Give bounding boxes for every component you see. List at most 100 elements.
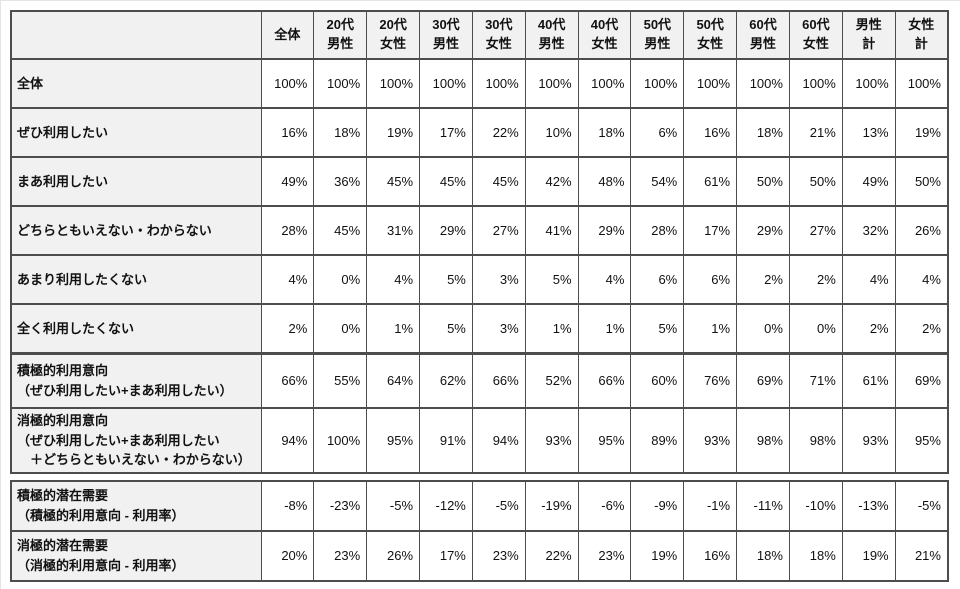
column-header: 男性 計: [841, 10, 896, 60]
table-row: 消極的利用意向 （ぜひ利用したい+まあ利用したい ＋どちらともいえない・わからな…: [10, 407, 949, 474]
value-cell: 1%: [366, 303, 421, 354]
value-cell: 50%: [736, 156, 790, 207]
value-cell: 5%: [524, 254, 579, 305]
value-cell: 100%: [471, 58, 526, 109]
value-cell: 6%: [683, 254, 738, 305]
value-cell: 26%: [894, 205, 949, 256]
value-cell: 17%: [419, 529, 473, 582]
value-cell: 23%: [313, 529, 368, 582]
table-body: 全体 100% 100% 100% 100% 100% 100% 100% 100% 100% 10…: [10, 58, 949, 474]
value-cell: -5%: [894, 479, 949, 532]
row-header: 積極的利用意向 （ぜひ利用したい+まあ利用したい）: [10, 351, 262, 409]
value-cell: 17%: [683, 205, 738, 256]
value-cell: -5%: [366, 479, 421, 532]
table-row: どちらともいえない・わからない 28% 45% 31% 29% 27% 41% 29% 28% 1…: [10, 205, 949, 256]
value-cell: 0%: [313, 254, 368, 305]
value-cell: 52%: [524, 351, 579, 409]
value-cell: 55%: [313, 351, 368, 409]
column-header: 40代 女性: [577, 10, 632, 60]
value-cell: 61%: [841, 351, 896, 409]
value-cell: 18%: [736, 107, 790, 158]
value-cell: 94%: [260, 407, 315, 474]
value-cell: 4%: [577, 254, 632, 305]
value-cell: 28%: [260, 205, 315, 256]
column-header: 50代 女性: [683, 10, 738, 60]
value-cell: -9%: [630, 479, 685, 532]
usage-intention-table: 全体 20代 男性 20代 女性 30代 男性 30代 女性 40代 男性 40代 女性 50…: [10, 10, 949, 474]
value-cell: 31%: [366, 205, 421, 256]
value-cell: 36%: [313, 156, 368, 207]
value-cell: -8%: [260, 479, 315, 532]
value-cell: 18%: [788, 529, 843, 582]
value-cell: 23%: [577, 529, 632, 582]
table-row: 消極的潜在需要 （消極的利用意向 - 利用率） 20% 23% 26% 17% 23% 22…: [10, 529, 949, 582]
value-cell: 18%: [313, 107, 368, 158]
value-cell: 69%: [894, 351, 949, 409]
value-cell: 41%: [524, 205, 579, 256]
value-cell: 19%: [630, 529, 685, 582]
value-cell: 26%: [366, 529, 421, 582]
row-header: 全体: [10, 58, 262, 109]
value-cell: 6%: [630, 107, 685, 158]
value-cell: 2%: [841, 303, 896, 354]
value-cell: 29%: [419, 205, 473, 256]
value-cell: 100%: [894, 58, 949, 109]
value-cell: 100%: [313, 58, 368, 109]
column-header: 60代 女性: [788, 10, 843, 60]
value-cell: 100%: [260, 58, 315, 109]
value-cell: 100%: [313, 407, 368, 474]
value-cell: 1%: [577, 303, 632, 354]
value-cell: 27%: [471, 205, 526, 256]
value-cell: 95%: [894, 407, 949, 474]
value-cell: 1%: [524, 303, 579, 354]
value-cell: -23%: [313, 479, 368, 532]
value-cell: 50%: [894, 156, 949, 207]
value-cell: 16%: [683, 107, 738, 158]
value-cell: 2%: [788, 254, 843, 305]
column-header: 20代 男性: [313, 10, 368, 60]
value-cell: -1%: [683, 479, 738, 532]
table-row: 全く利用したくない 2% 0% 1% 5% 3% 1% 1% 5% 1% 0% 0% 2% 2%: [10, 303, 949, 354]
row-header: 消極的潜在需要 （消極的利用意向 - 利用率）: [10, 529, 262, 582]
value-cell: 69%: [736, 351, 790, 409]
value-cell: 3%: [471, 254, 526, 305]
value-cell: 93%: [524, 407, 579, 474]
table-row: 全体 100% 100% 100% 100% 100% 100% 100% 100% 100% 10…: [10, 58, 949, 109]
value-cell: 45%: [471, 156, 526, 207]
value-cell: 2%: [736, 254, 790, 305]
value-cell: 18%: [736, 529, 790, 582]
value-cell: 49%: [260, 156, 315, 207]
table-header: 全体 20代 男性 20代 女性 30代 男性 30代 女性 40代 男性 40代 女性 50…: [10, 10, 949, 60]
value-cell: 32%: [841, 205, 896, 256]
value-cell: 95%: [366, 407, 421, 474]
table-body: 積極的潜在需要 （積極的利用意向 - 利用率） -8% -23% -5% -12% -5%…: [10, 479, 949, 582]
value-cell: 100%: [524, 58, 579, 109]
value-cell: 1%: [683, 303, 738, 354]
value-cell: 19%: [841, 529, 896, 582]
value-cell: 19%: [366, 107, 421, 158]
value-cell: 16%: [683, 529, 738, 582]
value-cell: 45%: [419, 156, 473, 207]
value-cell: 4%: [894, 254, 949, 305]
value-cell: 29%: [736, 205, 790, 256]
value-cell: 22%: [471, 107, 526, 158]
value-cell: 4%: [366, 254, 421, 305]
value-cell: 93%: [683, 407, 738, 474]
value-cell: -6%: [577, 479, 632, 532]
value-cell: 6%: [630, 254, 685, 305]
value-cell: -5%: [471, 479, 526, 532]
row-header: ぜひ利用したい: [10, 107, 262, 158]
value-cell: 10%: [524, 107, 579, 158]
table-header-row: 全体 20代 男性 20代 女性 30代 男性 30代 女性 40代 男性 40代 女性 50…: [10, 10, 949, 60]
value-cell: 100%: [630, 58, 685, 109]
value-cell: 45%: [313, 205, 368, 256]
value-cell: 100%: [577, 58, 632, 109]
value-cell: 100%: [788, 58, 843, 109]
value-cell: 2%: [894, 303, 949, 354]
value-cell: 61%: [683, 156, 738, 207]
value-cell: 48%: [577, 156, 632, 207]
value-cell: -11%: [736, 479, 790, 532]
value-cell: 100%: [683, 58, 738, 109]
value-cell: 20%: [260, 529, 315, 582]
table-row: 積極的潜在需要 （積極的利用意向 - 利用率） -8% -23% -5% -12% -5%…: [10, 479, 949, 532]
